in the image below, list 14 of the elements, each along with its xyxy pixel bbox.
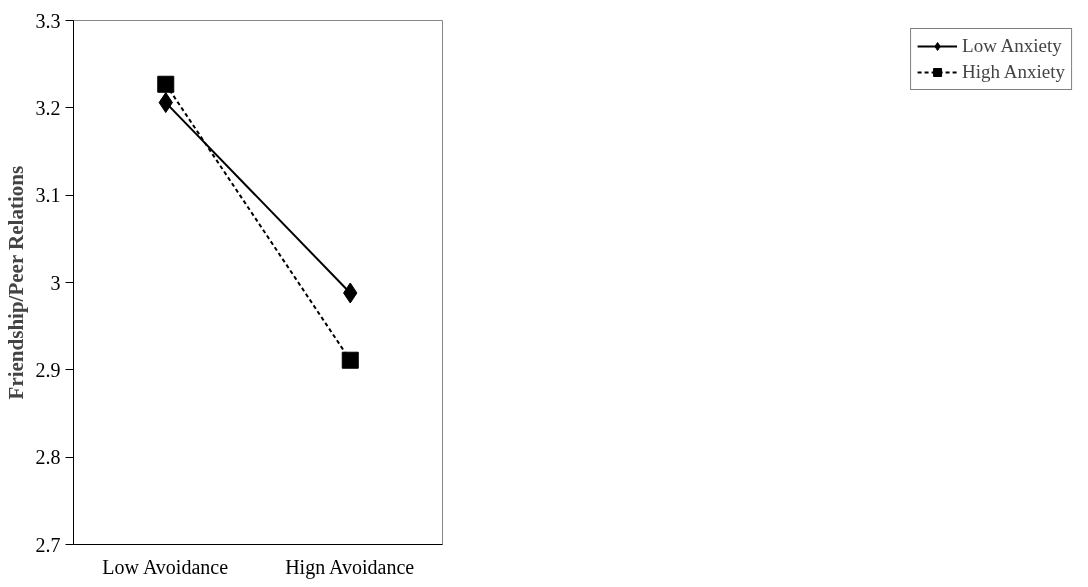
y-tick-label: 3.1 — [35, 184, 61, 207]
legend-label: High Anxiety — [962, 61, 1065, 83]
point — [341, 351, 359, 369]
legend-label: Low Anxiety — [962, 35, 1062, 57]
y-tick-label: 3 — [50, 271, 61, 294]
y-tick-label: 2.9 — [35, 358, 61, 381]
y-tick-label: 2.7 — [35, 533, 61, 556]
y-tick-label: 3.2 — [35, 96, 61, 119]
y-tick-label: 2.8 — [35, 446, 61, 469]
x-tick-label: Low Avoidance — [102, 555, 229, 578]
point — [157, 75, 175, 93]
x-tick-label: Hign Avoidance — [285, 555, 415, 579]
y-tick-label: 3.3 — [35, 9, 61, 32]
y-axis-title: Friendship/Peer Relations — [3, 165, 28, 400]
